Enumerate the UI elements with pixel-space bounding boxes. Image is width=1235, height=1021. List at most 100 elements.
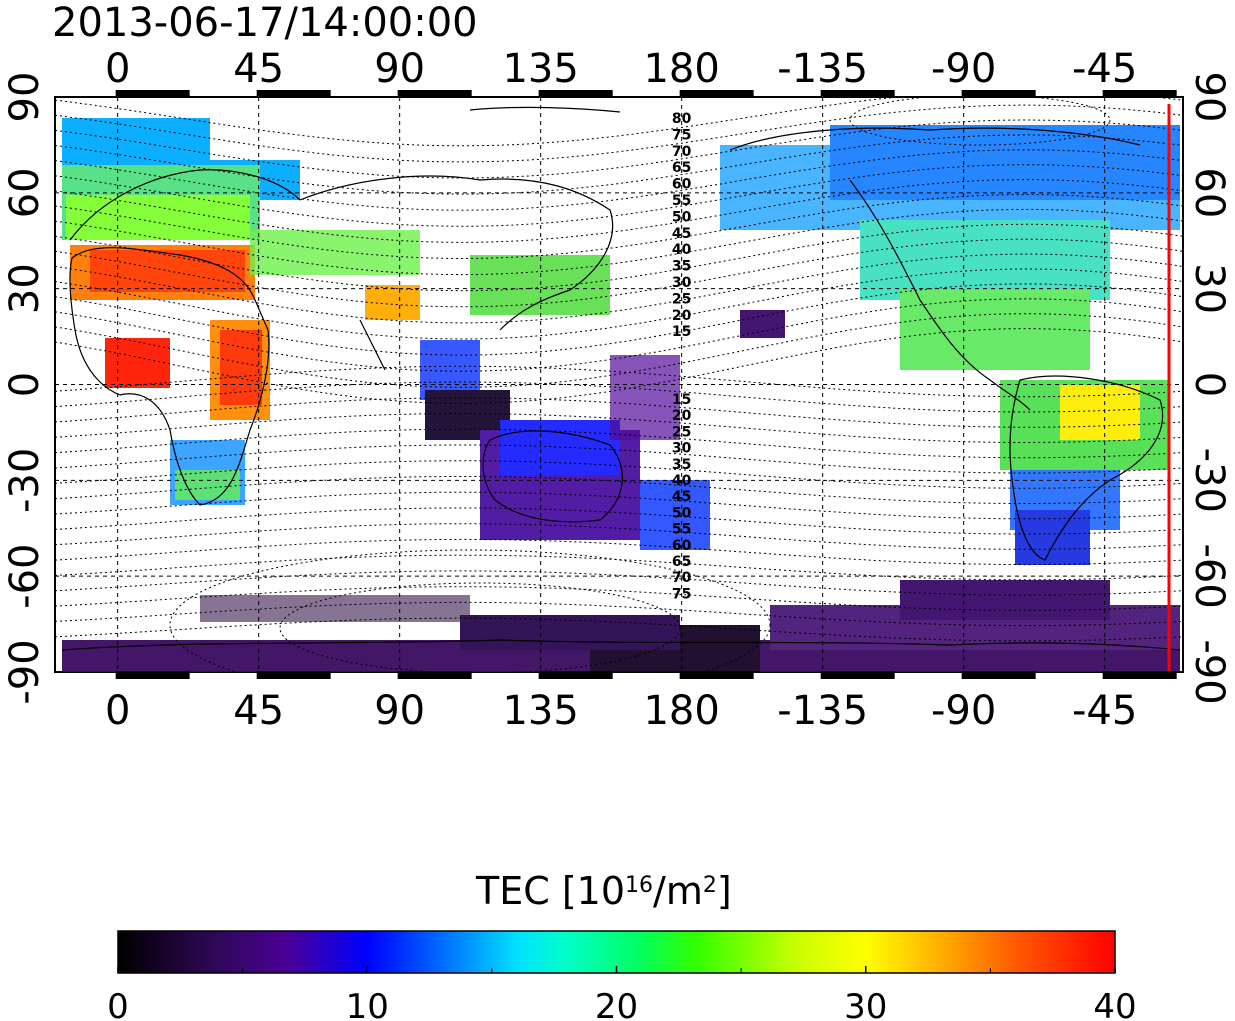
contour-curve <box>55 365 1183 398</box>
colorbar-tick-label: 10 <box>346 987 389 1021</box>
bottom-lon-tick-label: 0 <box>105 688 130 734</box>
bottom-lon-tick-label: -135 <box>777 688 868 734</box>
bottom-lon-tick-label: -45 <box>1072 688 1137 734</box>
contour-curve <box>55 617 1183 642</box>
top-lon-tick-label: 90 <box>374 46 425 92</box>
bottom-lon-tick-label: 135 <box>502 688 578 734</box>
contour-label: 35 <box>672 457 691 473</box>
left-lat-tick-label: 30 <box>2 263 48 314</box>
frame-tick-top <box>538 90 613 98</box>
frame-ticks <box>115 90 1177 679</box>
contour-label: 80 <box>672 111 692 127</box>
top-lon-tick-label: -90 <box>931 46 996 92</box>
contour-label: 55 <box>672 522 691 538</box>
contour-curve <box>55 208 1183 276</box>
colorbar-ticks: 0 10 20 30 40 <box>107 966 1137 1021</box>
frame-tick-bottom <box>115 671 190 679</box>
contour-label: 75 <box>672 127 691 143</box>
colorbar-tick-label: 40 <box>1093 987 1136 1021</box>
contour-curve <box>55 601 1183 627</box>
left-lat-tick-label: -90 <box>2 639 48 704</box>
contour-label: 30 <box>672 275 692 291</box>
contour-label: 35 <box>672 259 691 275</box>
contour-label: 55 <box>672 193 691 209</box>
frame-tick-top <box>961 90 1036 98</box>
contour-curve <box>55 554 1183 581</box>
top-lon-tick-label: 0 <box>105 46 130 92</box>
bottom-longitude-axis: 0 45 90 135 180 -135 -90 -45 <box>105 688 1137 734</box>
right-lat-tick-label: 30 <box>1186 263 1232 314</box>
contour-label: 60 <box>672 538 692 554</box>
contour-label: 40 <box>672 473 692 489</box>
contour-label: 30 <box>672 441 692 457</box>
frame-tick-bottom <box>820 671 895 679</box>
colorbar: TEC [1016/m2] 0 10 20 30 40 <box>107 869 1136 1021</box>
contour-label: 15 <box>672 392 691 408</box>
right-lat-tick-label: 90 <box>1186 72 1232 123</box>
colorbar-title: TEC [1016/m2] <box>475 869 732 913</box>
left-lat-tick-label: 90 <box>2 72 48 123</box>
contour-curve <box>55 397 1183 428</box>
coastlines <box>61 106 1181 651</box>
contour-curve <box>55 119 1183 179</box>
frame-tick-top <box>115 90 190 98</box>
colorbar-tick-label: 20 <box>595 987 638 1021</box>
top-lon-tick-label: 135 <box>502 46 578 92</box>
contour-label: 45 <box>672 489 691 505</box>
contour-label: 70 <box>672 144 692 160</box>
contour-curve <box>55 313 1183 388</box>
contour-curve <box>55 164 1183 227</box>
contour-curve <box>55 223 1183 292</box>
contour-curve <box>55 523 1183 550</box>
contour-label: 25 <box>672 424 691 440</box>
left-lat-tick-label: 60 <box>2 167 48 218</box>
contour-curve <box>55 179 1183 243</box>
top-lon-tick-label: -135 <box>777 46 868 92</box>
contour-label: 40 <box>672 242 692 258</box>
frame-tick-bottom <box>538 671 613 679</box>
contour-label: 65 <box>672 160 691 176</box>
contour-curve <box>55 507 1183 535</box>
contour-curve <box>55 570 1183 596</box>
top-lon-tick-label: 180 <box>643 46 719 92</box>
top-lon-tick-label: 45 <box>233 46 284 92</box>
contour-curve <box>55 253 1183 324</box>
contour-curve <box>55 134 1183 195</box>
right-lat-tick-label: -90 <box>1186 639 1232 704</box>
contour-curve <box>55 381 1183 413</box>
contour-curve <box>55 460 1183 489</box>
contour-curve <box>55 413 1183 443</box>
frame-tick-bottom <box>679 671 754 679</box>
map-title: 2013-06-17/14:00:00 <box>52 0 478 46</box>
top-longitude-axis: 0 45 90 135 180 -135 -90 -45 <box>105 46 1137 92</box>
contour-curve <box>55 428 1183 459</box>
left-lat-tick-label: 0 <box>2 372 48 397</box>
right-lat-tick-label: 60 <box>1186 167 1232 218</box>
contour-curve <box>55 444 1183 474</box>
contour-curve <box>55 193 1183 260</box>
contour-label: 50 <box>672 209 692 225</box>
contour-curve <box>279 582 681 672</box>
contour-label: 75 <box>672 586 691 602</box>
tec-data-layer <box>62 118 1180 672</box>
contour-label: 65 <box>672 554 691 570</box>
contour-curve <box>169 549 771 672</box>
contour-curve <box>55 104 1183 163</box>
contour-curve <box>55 268 1183 340</box>
right-lat-tick-label: -60 <box>1186 543 1232 608</box>
contour-label: 20 <box>672 308 692 324</box>
contour-curve <box>55 586 1183 611</box>
top-lon-tick-label: -45 <box>1072 46 1137 92</box>
contour-label: 15 <box>672 324 691 340</box>
frame-tick-top <box>679 90 754 98</box>
colorbar-tick-label: 30 <box>844 987 887 1021</box>
contour-curve <box>849 97 1111 146</box>
contour-label: 45 <box>672 226 691 242</box>
contour-curve <box>55 298 1183 372</box>
colorbar-tick-label: 0 <box>107 987 129 1021</box>
contour-curve <box>55 328 1183 404</box>
bottom-lon-tick-label: 45 <box>233 688 284 734</box>
